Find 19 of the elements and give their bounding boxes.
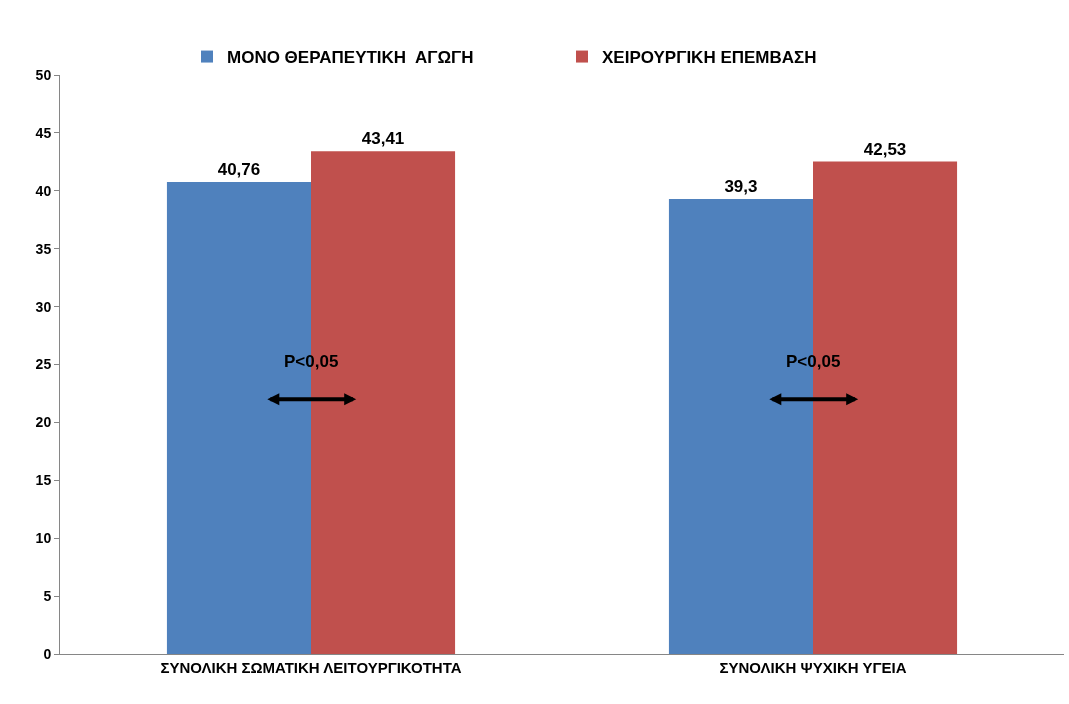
data-label: 43,41 <box>361 129 405 149</box>
y-tick-label: 35 <box>35 240 52 257</box>
y-tick-label: 15 <box>35 472 52 489</box>
y-tick-label: 25 <box>35 356 52 373</box>
y-tick-label: 5 <box>43 588 52 604</box>
y-tick-label: 20 <box>35 414 52 431</box>
data-label: 40,76 <box>217 160 261 179</box>
y-tick-label: 10 <box>35 530 52 547</box>
data-label: 39,3 <box>724 176 758 196</box>
x-tick-label: ΣΥΝΟΛΙΚΗ ΣΩΜΑΤΙΚΗ ΛΕΙΤΟΥΡΓΙΚΟΤΗΤΑ <box>160 659 462 676</box>
y-tick-label: 30 <box>35 298 52 315</box>
legend-label: ΜΟΝΟ ΘΕΡΑΠΕΥΤΙΚΗ ΑΓΩΓΗ <box>227 48 474 68</box>
data-label: 42,53 <box>863 139 907 159</box>
x-tick-label: ΣΥΝΟΛΙΚΗ ΨΥΧΙΚΗ ΥΓΕΙΑ <box>719 659 907 676</box>
y-tick-label: 50 <box>35 66 52 83</box>
y-tick-label: 0 <box>43 645 52 662</box>
legend-label: ΧΕΙΡΟΥΡΓΙΚΗ ΕΠΕΜΒΑΣΗ <box>602 48 817 68</box>
y-tick-label: 45 <box>35 124 52 141</box>
y-tick-label: 40 <box>35 182 52 199</box>
